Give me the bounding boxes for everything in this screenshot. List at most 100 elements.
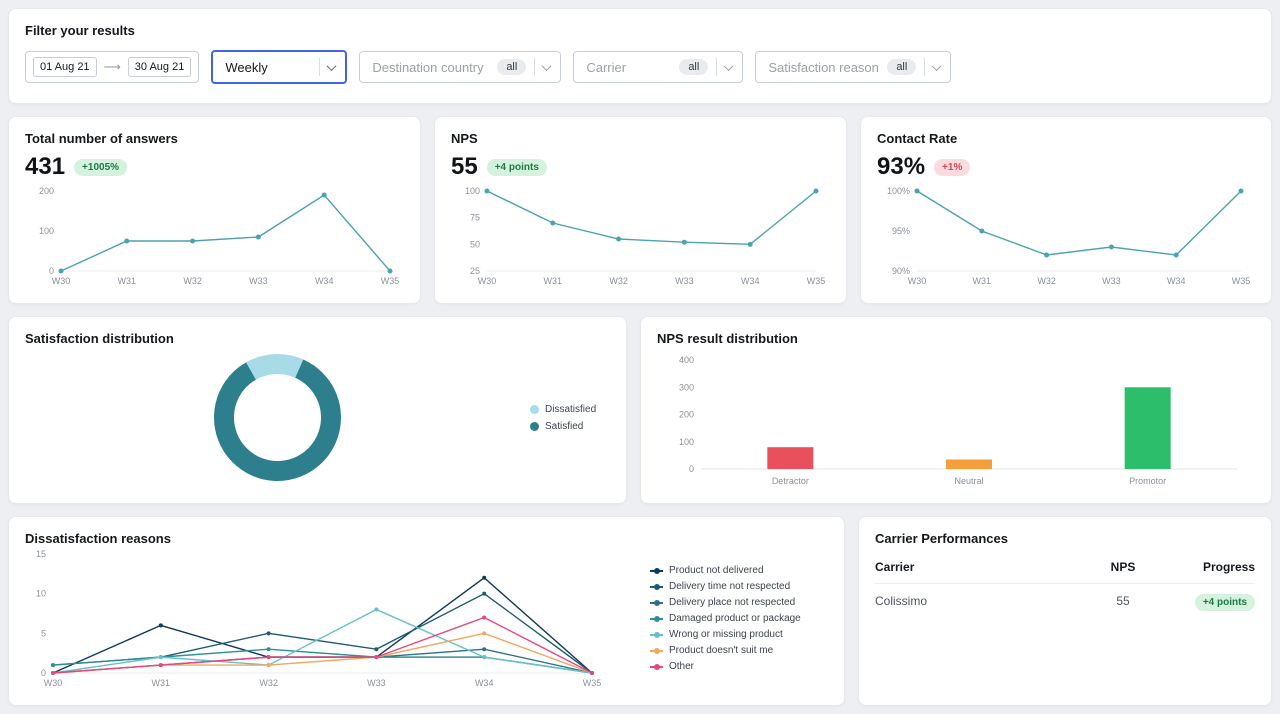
nps-trend-chart: 25 50 75 100 W30 W31 W32 W33 W34 W35 <box>451 181 830 289</box>
svg-text:Neutral: Neutral <box>954 476 983 486</box>
svg-text:5: 5 <box>41 628 46 638</box>
granularity-value: Weekly <box>225 59 268 75</box>
svg-text:10: 10 <box>36 589 46 599</box>
date-to-chip[interactable]: 30 Aug 21 <box>127 57 192 77</box>
answers-trend-chart: 0 100 200 W30 W31 W32 W33 W34 W35 <box>25 181 404 289</box>
destination-country-select[interactable]: Destination country all <box>359 51 562 83</box>
satisfaction-distribution-card: Satisfaction distribution Dissatisfied Sa… <box>8 316 627 504</box>
svg-text:W35: W35 <box>1232 276 1251 286</box>
svg-text:100%: 100% <box>887 186 910 196</box>
svg-text:90%: 90% <box>892 266 910 276</box>
legend-swatch-icon <box>650 647 663 654</box>
contact-rate-trend-chart: 90% 95% 100% W30 W31 W32 W33 W34 W35 <box>877 181 1255 289</box>
svg-text:200: 200 <box>679 410 694 420</box>
legend-swatch-icon <box>650 599 663 606</box>
dissatisfaction-reasons-legend: Product not delivered Delivery time not r… <box>650 565 828 672</box>
card-title: NPS result distribution <box>657 331 798 346</box>
satisfaction-reason-select[interactable]: Satisfaction reason all <box>755 51 952 83</box>
svg-text:W34: W34 <box>475 678 494 688</box>
filter-title: Filter your results <box>25 23 135 38</box>
chevron-down-icon <box>931 60 942 71</box>
svg-text:W33: W33 <box>367 678 386 688</box>
carrier-progress-badge: +4 points <box>1194 594 1255 611</box>
svg-text:W31: W31 <box>544 276 563 286</box>
dissatisfaction-reasons-chart: 0 5 10 15 W30 W31 W32 W33 W34 W35 <box>25 546 650 691</box>
contact-rate-value: 93% <box>877 153 926 180</box>
divider <box>534 58 536 76</box>
svg-text:0: 0 <box>689 464 694 474</box>
card-title: Total number of answers <box>25 131 178 146</box>
nps-value: 55 <box>451 153 478 180</box>
nps-card: NPS 55 +4 points 25 50 75 100 W30 W31 W32 W33 W3… <box>434 116 847 304</box>
legend-item: Damaged product or package <box>650 613 828 624</box>
svg-text:W34: W34 <box>741 276 760 286</box>
svg-text:Promotor: Promotor <box>1129 476 1166 486</box>
legend-swatch-icon <box>530 404 539 414</box>
svg-text:W35: W35 <box>381 276 400 286</box>
svg-text:200: 200 <box>39 186 54 196</box>
svg-text:W33: W33 <box>1102 276 1121 286</box>
legend-swatch-icon <box>530 421 539 431</box>
legend-swatch-icon <box>650 615 663 622</box>
legend-item: Dissatisfied <box>530 404 596 415</box>
card-title: Satisfaction distribution <box>25 331 174 346</box>
divider <box>319 58 321 76</box>
kpi-row: Total number of answers 431 +1005% 0 100 2… <box>8 116 1272 304</box>
card-title: NPS <box>451 131 478 146</box>
carrier-table: Carrier NPS Progress Colissimo 55 +4 poi… <box>875 560 1255 611</box>
svg-text:400: 400 <box>679 355 694 365</box>
svg-text:W33: W33 <box>249 276 268 286</box>
legend-item: Delivery time not respected <box>650 581 828 592</box>
carrier-select[interactable]: Carrier all <box>573 51 744 83</box>
svg-text:95%: 95% <box>892 226 910 236</box>
legend-item: Other <box>650 661 828 672</box>
divider <box>716 58 718 76</box>
date-range-picker[interactable]: 01 Aug 21 ⟶ 30 Aug 21 <box>25 51 200 83</box>
svg-text:0: 0 <box>49 266 54 276</box>
contact-rate-card: Contact Rate 93% +1% 90% 95% 100% W30 W31 W32… <box>860 116 1272 304</box>
chevron-down-icon <box>326 60 337 71</box>
satisfaction-donut-chart <box>25 346 530 489</box>
date-from-chip[interactable]: 01 Aug 21 <box>33 57 97 77</box>
svg-text:W31: W31 <box>118 276 137 286</box>
nps-distribution-card: NPS result distribution 0 100 200 300 400 Det… <box>640 316 1272 504</box>
svg-text:W30: W30 <box>908 276 927 286</box>
total-answers-value: 431 <box>25 153 66 180</box>
svg-text:W30: W30 <box>478 276 497 286</box>
svg-text:W30: W30 <box>44 678 63 688</box>
carrier-performances-card: Carrier Performances Carrier NPS Progres… <box>858 516 1272 706</box>
svg-text:0: 0 <box>41 668 46 678</box>
column-header-carrier: Carrier <box>875 560 915 574</box>
satisfaction-reason-placeholder: Satisfaction reason <box>768 59 879 75</box>
arrow-right-icon: ⟶ <box>103 60 121 74</box>
column-header-progress: Progress <box>1202 560 1255 574</box>
svg-text:W35: W35 <box>807 276 826 286</box>
svg-text:W32: W32 <box>183 276 202 286</box>
table-row: Colissimo 55 +4 points <box>875 584 1255 611</box>
total-answers-badge: +1005% <box>74 158 128 176</box>
svg-text:W31: W31 <box>973 276 992 286</box>
filter-panel: Filter your results 01 Aug 21 ⟶ 30 Aug 2… <box>8 8 1272 104</box>
nps-distribution-bar-chart: 0 100 200 300 400 Detractor Neutral Promotor <box>657 346 1255 489</box>
svg-text:15: 15 <box>36 549 46 559</box>
chevron-down-icon <box>541 60 552 71</box>
carrier-placeholder: Carrier <box>586 59 627 75</box>
svg-text:W32: W32 <box>259 678 278 688</box>
svg-text:W32: W32 <box>609 276 628 286</box>
legend-swatch-icon <box>650 663 663 670</box>
svg-text:100: 100 <box>39 226 54 236</box>
divider <box>924 58 926 76</box>
carrier-table-header: Carrier NPS Progress <box>875 560 1255 584</box>
destination-country-placeholder: Destination country <box>372 59 484 75</box>
granularity-select[interactable]: Weekly <box>211 50 348 84</box>
svg-text:300: 300 <box>679 382 694 392</box>
svg-text:75: 75 <box>470 213 480 223</box>
svg-text:100: 100 <box>679 437 694 447</box>
svg-text:W32: W32 <box>1037 276 1056 286</box>
legend-swatch-icon <box>650 631 663 638</box>
total-answers-card: Total number of answers 431 +1005% 0 100 2… <box>8 116 421 304</box>
svg-text:W34: W34 <box>1167 276 1186 286</box>
svg-text:100: 100 <box>465 186 480 196</box>
legend-swatch-icon <box>650 567 663 574</box>
